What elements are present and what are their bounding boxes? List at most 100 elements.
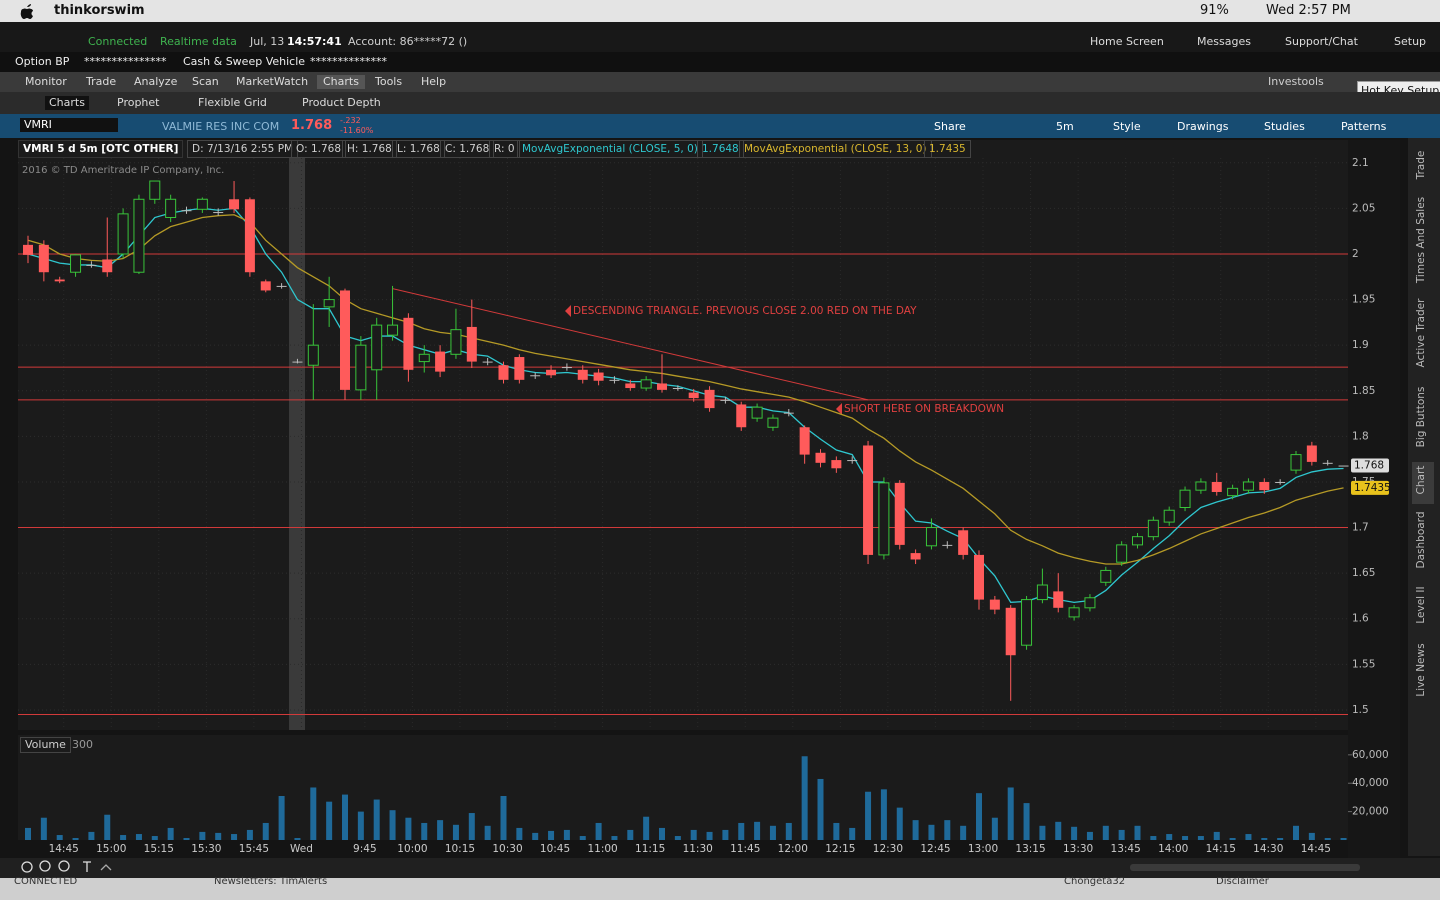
- session-break: [289, 158, 305, 730]
- y-tick-label: 1.65: [1352, 567, 1375, 579]
- volume-bar: [1229, 838, 1236, 840]
- app-name[interactable]: thinkorswim: [54, 3, 145, 18]
- candle-body: [181, 210, 192, 212]
- candle-body: [450, 329, 462, 355]
- candle-body: [38, 244, 49, 273]
- study-value: 1.7435: [924, 140, 971, 158]
- chart-tool[interactable]: Drawings: [1177, 120, 1229, 133]
- ohlc-item: D: 7/13/16 2:55 PM: [187, 140, 299, 158]
- candle-body: [847, 460, 858, 462]
- side-tab[interactable]: Trade: [1415, 151, 1427, 181]
- subnav-item[interactable]: Flexible Grid: [198, 96, 267, 109]
- volume-bar: [1213, 831, 1220, 840]
- side-tab[interactable]: Chart: [1415, 466, 1427, 495]
- candle-body: [1100, 569, 1112, 583]
- nav-item[interactable]: Trade: [86, 75, 117, 88]
- candle-body: [498, 365, 509, 380]
- ohlc-item: C: 1.768: [440, 140, 495, 158]
- side-tab[interactable]: Active Trader: [1415, 298, 1427, 368]
- volume-bar: [1023, 803, 1030, 840]
- study-value: 1.7648: [697, 140, 744, 158]
- y-tick-label: 1.8: [1352, 430, 1369, 442]
- candle-body: [1227, 487, 1239, 497]
- volume-bar: [1102, 825, 1109, 840]
- x-tick-label: 10:15: [445, 843, 475, 855]
- volume-bar: [1166, 834, 1173, 840]
- side-tab[interactable]: Level II: [1415, 586, 1427, 623]
- volume-bar: [421, 822, 428, 840]
- subnav-item[interactable]: Prophet: [117, 96, 160, 109]
- volume-bar: [944, 820, 951, 840]
- subnav-item[interactable]: Charts: [45, 96, 89, 110]
- top-link[interactable]: Support/Chat: [1285, 35, 1358, 48]
- candle-body: [102, 259, 113, 273]
- account[interactable]: Account: 86*****72 (): [348, 35, 468, 48]
- volume-bar: [690, 829, 697, 840]
- x-tick-label: 11:00: [587, 843, 617, 855]
- top-link[interactable]: Messages: [1197, 35, 1251, 48]
- chart-tool[interactable]: Share: [934, 120, 966, 133]
- volume-bar: [1340, 838, 1347, 840]
- top-link[interactable]: Setup: [1394, 35, 1427, 48]
- y-tick-label: 2.1: [1352, 157, 1369, 169]
- volume-bar: [389, 810, 396, 840]
- volume-bar: [1007, 787, 1014, 840]
- side-tab[interactable]: Big Buttons: [1415, 387, 1427, 448]
- volume-bar: [880, 789, 887, 840]
- scrollbar[interactable]: [1130, 864, 1360, 871]
- volume-bar: [167, 827, 174, 840]
- nav-item[interactable]: Charts: [317, 75, 365, 89]
- side-tab-active: [1412, 462, 1434, 504]
- subnav-item[interactable]: Product Depth: [302, 96, 381, 109]
- status-bar: Connected Realtime data Jul, 13 14:57:41…: [0, 22, 1440, 52]
- clock[interactable]: Wed 2:57 PM: [1266, 3, 1351, 18]
- candle-body: [403, 317, 414, 370]
- x-tick-label: 13:45: [1111, 843, 1141, 855]
- top-link[interactable]: Home Screen: [1090, 35, 1164, 48]
- side-tab[interactable]: Live News: [1415, 643, 1427, 696]
- nav-item[interactable]: Analyze: [134, 75, 178, 88]
- bp-item: ***************: [84, 55, 167, 68]
- x-tick-label: 10:30: [492, 843, 522, 855]
- chart-tool[interactable]: 5m: [1056, 120, 1074, 133]
- chart-tool[interactable]: Style: [1113, 120, 1141, 133]
- nav-item[interactable]: MarketWatch: [236, 75, 309, 88]
- study-name: MovAvgExponential (CLOSE, 13, 0): [739, 140, 932, 158]
- x-tick-label: 12:15: [825, 843, 855, 855]
- volume-bar: [1197, 836, 1204, 840]
- candle-body: [530, 375, 541, 377]
- nav-item[interactable]: Monitor: [25, 75, 67, 88]
- x-tick-label: 12:00: [778, 843, 808, 855]
- volume-bar: [199, 831, 206, 840]
- chart-tool[interactable]: Studies: [1264, 120, 1305, 133]
- volume-bar: [706, 831, 713, 840]
- volume-bar: [1182, 836, 1189, 840]
- volume-bar: [1039, 825, 1046, 840]
- nav-item[interactable]: Help: [421, 75, 447, 88]
- volume-tick-label: 40,000: [1352, 777, 1389, 789]
- footer-item: Chongeta32: [1064, 876, 1126, 887]
- volume-bar: [912, 820, 919, 840]
- zoom-tools[interactable]: [21, 860, 112, 873]
- y-tick-label: 1.7: [1352, 522, 1369, 534]
- volume-bar: [500, 796, 507, 840]
- x-tick-label: 12:45: [920, 843, 950, 855]
- volume-panel: [18, 735, 1348, 840]
- volume-bar: [1245, 834, 1252, 840]
- x-tick-label: 11:15: [635, 843, 665, 855]
- side-tab[interactable]: Dashboard: [1415, 512, 1427, 569]
- symbol-input[interactable]: VMRI: [20, 118, 118, 132]
- nav-investools[interactable]: Investools: [1268, 75, 1324, 88]
- nav-item[interactable]: Scan: [192, 75, 219, 88]
- x-tick-label: 13:30: [1063, 843, 1093, 855]
- volume-bar: [754, 821, 761, 840]
- side-tab[interactable]: Times And Sales: [1415, 197, 1427, 284]
- candle-body: [799, 427, 810, 455]
- chart-tool[interactable]: Patterns: [1341, 120, 1387, 133]
- apple-icon[interactable]: [20, 3, 34, 19]
- nav-item[interactable]: Tools: [375, 75, 403, 88]
- volume-bar: [960, 825, 967, 840]
- volume-bar: [40, 817, 47, 840]
